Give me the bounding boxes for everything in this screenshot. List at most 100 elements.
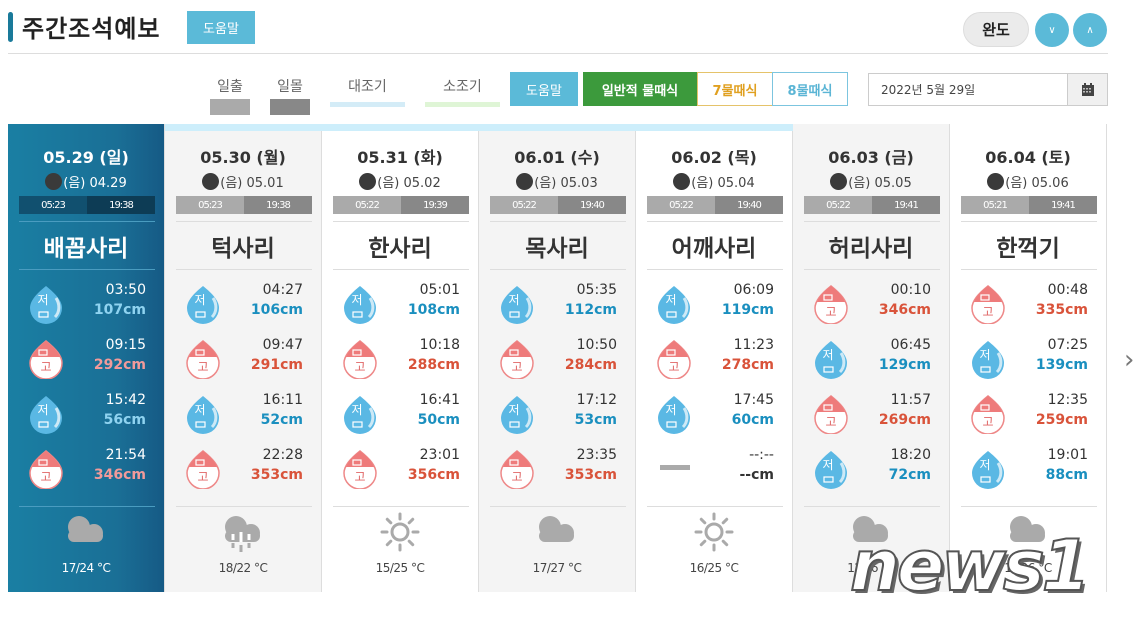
tide-height: 269cm	[878, 412, 931, 428]
svg-text:저: 저	[665, 403, 676, 417]
tide-time: 10:50	[576, 337, 617, 353]
sunrise-time: 05:22	[490, 196, 558, 214]
tide-time: 16:11	[262, 392, 303, 408]
tide-phase-name: 한꺽기	[996, 236, 1060, 262]
sunset-time: 19:40	[558, 196, 626, 214]
temperature: 16/25 °C	[689, 561, 739, 575]
svg-text:고: 고	[668, 360, 679, 374]
date-picker[interactable]: 2022년 5월 29일	[868, 73, 1108, 106]
temperature: 1?/26 °C	[847, 561, 895, 575]
svg-text:고: 고	[197, 360, 208, 374]
tide-row: 고 11:23 278cm	[656, 337, 774, 383]
moon-phase-icon	[45, 173, 63, 190]
tide-row: 고 09:47 291cm	[185, 337, 303, 383]
lunar-text: (음) 05.03	[534, 176, 598, 191]
tide-row: 저 04:27 106cm	[185, 282, 303, 328]
svg-text:저: 저	[979, 348, 990, 362]
tide-row: 저 03:50 107cm	[28, 282, 146, 328]
divider	[961, 221, 1097, 222]
tide-height: 108cm	[407, 302, 460, 318]
page-title: 주간조석예보	[22, 15, 161, 43]
tide-height: 139cm	[1035, 357, 1088, 373]
tide-time: 16:41	[419, 392, 460, 408]
divider	[333, 221, 469, 222]
tide-time: 07:25	[1047, 337, 1088, 353]
tide-row: 고 00:10 346cm	[813, 282, 931, 328]
tide-row: 고 10:50 284cm	[499, 337, 617, 383]
tide-phase-name: 턱사리	[211, 236, 275, 262]
chevron-up-icon[interactable]: ∧	[1073, 13, 1107, 47]
legend-label: 일몰	[277, 79, 303, 95]
svg-text:저: 저	[665, 293, 676, 307]
tide-row: 저 06:09 119cm	[656, 282, 774, 328]
divider	[647, 506, 783, 507]
day-date: 05.31 (화)	[357, 148, 443, 167]
tide-height: 72cm	[888, 467, 931, 483]
day-column-1: 05.30 (월) (음) 05.01 05:23 19:38 턱사리 저 04:…	[165, 124, 322, 592]
tide-row: 저 06:45 129cm	[813, 337, 931, 383]
header: 주간조석예보 도움말 완도 ∨ ∧	[8, 6, 1108, 54]
day-date: 06.02 (목)	[671, 148, 757, 167]
sunset-time: 19:38	[87, 196, 155, 214]
tide-row: 저 15:42 56cm	[28, 392, 146, 438]
day-date: 06.03 (금)	[828, 148, 914, 167]
tide-time: 21:54	[105, 447, 146, 463]
legend-label: 소조기	[443, 79, 482, 95]
tide-height: 284cm	[564, 357, 617, 373]
tide-phase-name: 어깨사리	[671, 236, 757, 262]
tide-phase-name: 배꼽사리	[43, 236, 129, 262]
tab-general-tide[interactable]: 일반적 물때식	[583, 72, 697, 106]
svg-text:고: 고	[825, 415, 836, 429]
tab-7-tide[interactable]: 7물때식	[697, 72, 773, 106]
moon-phase-icon	[359, 173, 377, 190]
day-date: 05.30 (월)	[200, 148, 286, 167]
sun-times: 05:23 19:38	[19, 196, 155, 214]
lunar-date: (음) 05.06	[950, 172, 1106, 191]
tide-height: 106cm	[250, 302, 303, 318]
moon-phase-icon	[830, 173, 848, 190]
region-button[interactable]: 완도	[963, 12, 1029, 47]
tide-height: 292cm	[93, 357, 146, 373]
sun-times: 05:22 19:39	[333, 196, 469, 214]
tide-time: 18:20	[890, 447, 931, 463]
tide-height: 353cm	[564, 467, 617, 483]
svg-text:고: 고	[511, 470, 522, 484]
divider	[176, 269, 312, 270]
tide-height: 119cm	[721, 302, 774, 318]
calendar-icon[interactable]	[1067, 74, 1107, 105]
help-button-secondary[interactable]: 도움말	[510, 72, 578, 106]
day-column-2: 05.31 (화) (음) 05.02 05:22 19:39 한사리 저 05:…	[322, 124, 479, 592]
temperature: 1?/26 °C	[1004, 561, 1052, 575]
sunset-time: 19:41	[872, 196, 940, 214]
sunrise-time: 05:23	[19, 196, 87, 214]
day-date: 06.04 (토)	[985, 148, 1071, 167]
divider	[804, 221, 940, 222]
tide-row: --:-- --cm	[656, 447, 774, 493]
tide-phase-name: 허리사리	[828, 236, 914, 262]
divider	[490, 506, 626, 507]
cloudy-icon	[479, 512, 635, 552]
divider	[333, 269, 469, 270]
svg-text:고: 고	[354, 360, 365, 374]
tide-height: 107cm	[93, 302, 146, 318]
chevron-right-icon[interactable]: ›	[1124, 345, 1135, 375]
legend-swatch	[270, 99, 310, 115]
weekly-tide-table: 05.29 (일) (음) 04.29 05:23 19:38 배꼽사리 저 03…	[8, 124, 1107, 592]
moon-phase-icon	[202, 173, 220, 190]
sun-times: 05:22 19:40	[490, 196, 626, 214]
date-input[interactable]: 2022년 5월 29일	[881, 83, 976, 97]
tab-8-tide[interactable]: 8물때식	[772, 72, 848, 106]
sunny-icon	[636, 512, 792, 552]
chevron-down-icon[interactable]: ∨	[1035, 13, 1069, 47]
tide-time: 10:18	[419, 337, 460, 353]
svg-text:고: 고	[825, 305, 836, 319]
sun-times: 05:22 19:41	[804, 196, 940, 214]
svg-text:저: 저	[508, 403, 519, 417]
help-button[interactable]: 도움말	[187, 11, 255, 44]
rain-icon	[165, 512, 321, 552]
sun-times: 05:21 19:41	[961, 196, 1097, 214]
tide-height: 60cm	[731, 412, 774, 428]
tide-height: 53cm	[574, 412, 617, 428]
temperature: 18/22 °C	[218, 561, 268, 575]
tide-height: 88cm	[1045, 467, 1088, 483]
